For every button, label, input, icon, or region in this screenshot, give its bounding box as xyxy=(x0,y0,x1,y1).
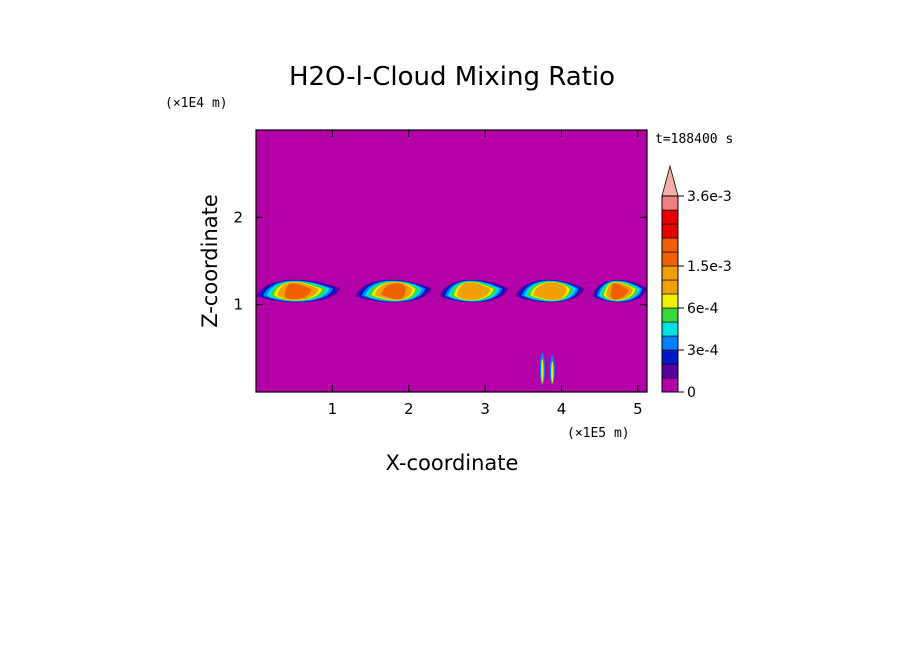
x-tick-label: 2 xyxy=(404,400,414,418)
x-unit-label: (×1E5 m) xyxy=(567,426,630,441)
colorbar-label: 6e-4 xyxy=(687,301,719,317)
small-cloud-inner xyxy=(541,358,544,384)
colorbar-label: 3e-4 xyxy=(687,343,719,359)
colorbar-bin xyxy=(661,377,679,393)
small-cloud-feature xyxy=(539,352,545,386)
cloud-cell xyxy=(592,279,647,303)
chart-title: H2O-l-Cloud Mixing Ratio xyxy=(289,62,615,92)
small-cloud-inner xyxy=(551,361,554,384)
colorbar-bin xyxy=(661,293,679,309)
colorbar-label: 0 xyxy=(687,385,696,401)
colorbar-bin xyxy=(661,349,679,365)
cloud-cell xyxy=(256,279,341,303)
y-axis-label: Z-coordinate xyxy=(198,194,222,328)
x-axis: 1 2 3 4 5 xyxy=(328,130,643,418)
cloud-cell xyxy=(355,279,432,303)
cloud-contour xyxy=(287,283,308,299)
cloud-layer xyxy=(256,279,647,386)
colorbar-frame xyxy=(661,195,679,393)
colorbar-label: 3.6e-3 xyxy=(687,189,732,205)
colorbar: 0 3e-4 6e-4 1.5e-3 3.6e-3 xyxy=(661,164,732,401)
y-tick-label: 2 xyxy=(233,208,243,226)
colorbar-bin xyxy=(661,195,679,211)
y-unit-label: (×1E4 m) xyxy=(165,96,228,111)
small-cloud-feature xyxy=(549,355,555,386)
colorbar-bin xyxy=(661,335,679,351)
x-tick-label: 4 xyxy=(557,400,567,418)
colorbar-label: 1.5e-3 xyxy=(687,259,732,275)
colorbar-bin xyxy=(661,251,679,267)
colorbar-bin xyxy=(661,265,679,281)
cloud-contour xyxy=(611,283,626,299)
cloud-contour xyxy=(533,282,567,301)
cloud-cell xyxy=(515,279,585,303)
y-tick-label: 1 xyxy=(233,296,243,314)
cloud-contour xyxy=(459,282,488,300)
cloud-contour xyxy=(381,283,406,300)
colorbar-bin xyxy=(661,209,679,225)
x-tick-label: 5 xyxy=(633,400,643,418)
colorbar-bin xyxy=(661,237,679,253)
colorbar-bin xyxy=(661,321,679,337)
contour-background xyxy=(256,130,647,392)
y-axis: 12 xyxy=(233,208,647,314)
colorbar-bin xyxy=(661,307,679,323)
time-label: t=188400 s xyxy=(655,132,733,147)
colorbar-bin xyxy=(661,223,679,239)
x-tick-label: 1 xyxy=(328,400,338,418)
cloud-cell xyxy=(439,279,509,303)
colorbar-bin xyxy=(661,363,679,379)
x-axis-label: X-coordinate xyxy=(386,451,519,475)
x-tick-label: 3 xyxy=(480,400,490,418)
colorbar-extend-arrow xyxy=(661,164,679,197)
plot-frame xyxy=(255,129,648,393)
colorbar-bin xyxy=(661,279,679,295)
